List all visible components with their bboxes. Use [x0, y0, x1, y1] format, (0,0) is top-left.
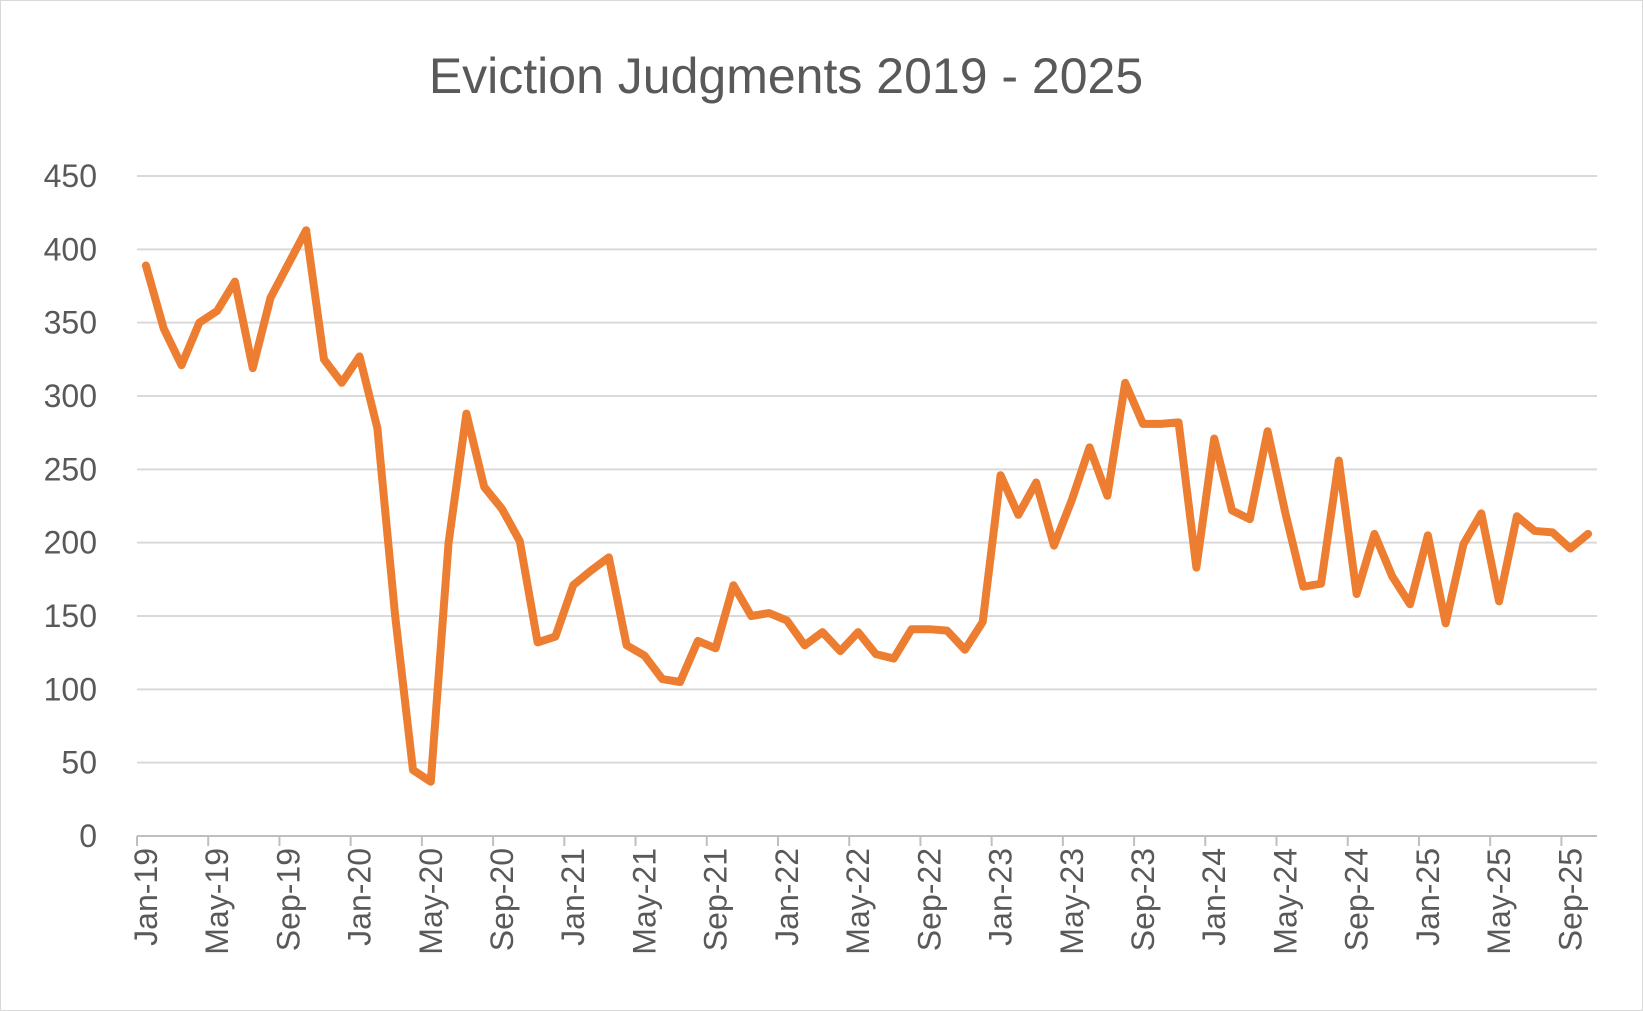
x-tick-label-Jan-21: Jan-21: [555, 848, 591, 946]
x-tick-label-May-19: May-19: [199, 848, 235, 955]
x-tick-label-Sep-23: Sep-23: [1125, 848, 1161, 951]
y-tick-label-150: 150: [44, 598, 97, 634]
x-tick-label-Sep-24: Sep-24: [1339, 848, 1375, 951]
y-tick-label-100: 100: [44, 671, 97, 707]
y-tick-label-350: 350: [44, 305, 97, 341]
y-tick-label-300: 300: [44, 378, 97, 414]
y-tick-label-50: 50: [61, 745, 97, 781]
x-tick-label-Sep-21: Sep-21: [698, 848, 734, 951]
gridlines: [137, 175, 1597, 764]
x-tick-label-May-21: May-21: [626, 848, 662, 955]
x-axis-tick-labels: Jan-19 May-19 Sep-19 Jan-20 May-20 Sep-20 Jan-…: [128, 848, 1588, 955]
x-tick-label-May-24: May-24: [1267, 848, 1303, 955]
y-axis-tick-labels: 0 50 100 150 200 250 300 350 400 450: [44, 158, 97, 854]
x-tick-label-Jan-25: Jan-25: [1410, 848, 1446, 946]
y-tick-label-400: 400: [44, 231, 97, 267]
y-tick-label-200: 200: [44, 525, 97, 561]
x-tick-label-Jan-24: Jan-24: [1196, 848, 1232, 946]
x-tick-label-May-22: May-22: [840, 848, 876, 955]
x-tick-label-Jan-22: Jan-22: [769, 848, 805, 946]
y-tick-label-0: 0: [79, 818, 97, 854]
x-tick-label-May-20: May-20: [413, 848, 449, 955]
x-tick-label-Sep-20: Sep-20: [484, 848, 520, 951]
x-tick-label-Jan-23: Jan-23: [983, 848, 1019, 946]
x-axis: [136, 835, 1597, 846]
series-line-eviction-judgments: [141, 226, 1593, 786]
y-tick-label-450: 450: [44, 158, 97, 194]
x-tick-label-Sep-25: Sep-25: [1552, 848, 1588, 951]
x-tick-label-Jan-19: Jan-19: [128, 848, 164, 946]
x-tick-label-Sep-22: Sep-22: [911, 848, 947, 951]
x-tick-label-May-25: May-25: [1481, 848, 1517, 955]
x-tick-label-Sep-19: Sep-19: [270, 848, 306, 951]
series-layer: [141, 226, 1593, 786]
x-tick-label-May-23: May-23: [1054, 848, 1090, 955]
chart-title: Eviction Judgments 2019 - 2025: [429, 48, 1143, 104]
x-tick-label-Jan-20: Jan-20: [342, 848, 378, 946]
y-tick-label-250: 250: [44, 451, 97, 487]
